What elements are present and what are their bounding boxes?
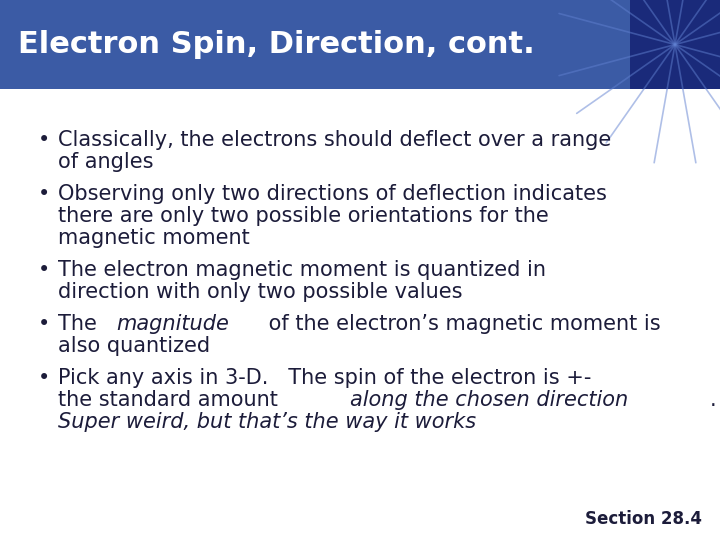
Text: the standard amount: the standard amount — [58, 390, 284, 410]
Text: •: • — [38, 314, 50, 334]
Text: there are only two possible orientations for the: there are only two possible orientations… — [58, 206, 549, 226]
Text: Classically, the electrons should deflect over a range: Classically, the electrons should deflec… — [58, 130, 611, 150]
Text: The: The — [58, 314, 104, 334]
Text: .: . — [709, 390, 716, 410]
Bar — [630, 0, 720, 89]
Bar — [0, 0, 720, 89]
Text: of the electron’s magnetic moment is: of the electron’s magnetic moment is — [262, 314, 661, 334]
Text: magnitude: magnitude — [117, 314, 230, 334]
Text: Super weird, but that’s the way it works: Super weird, but that’s the way it works — [58, 412, 476, 432]
Text: •: • — [38, 184, 50, 204]
Text: The electron magnetic moment is quantized in: The electron magnetic moment is quantize… — [58, 260, 546, 280]
Text: also quantized: also quantized — [58, 336, 210, 356]
Text: •: • — [38, 260, 50, 280]
Text: •: • — [38, 130, 50, 150]
Text: Observing only two directions of deflection indicates: Observing only two directions of deflect… — [58, 184, 607, 204]
Text: Pick any axis in 3-D.   The spin of the electron is +-: Pick any axis in 3-D. The spin of the el… — [58, 368, 591, 388]
Text: direction with only two possible values: direction with only two possible values — [58, 282, 462, 302]
Text: Section 28.4: Section 28.4 — [585, 510, 702, 528]
Text: magnetic moment: magnetic moment — [58, 228, 250, 248]
Text: along the chosen direction: along the chosen direction — [350, 390, 629, 410]
Text: •: • — [38, 368, 50, 388]
Text: Electron Spin, Direction, cont.: Electron Spin, Direction, cont. — [18, 30, 535, 59]
Text: of angles: of angles — [58, 152, 153, 172]
